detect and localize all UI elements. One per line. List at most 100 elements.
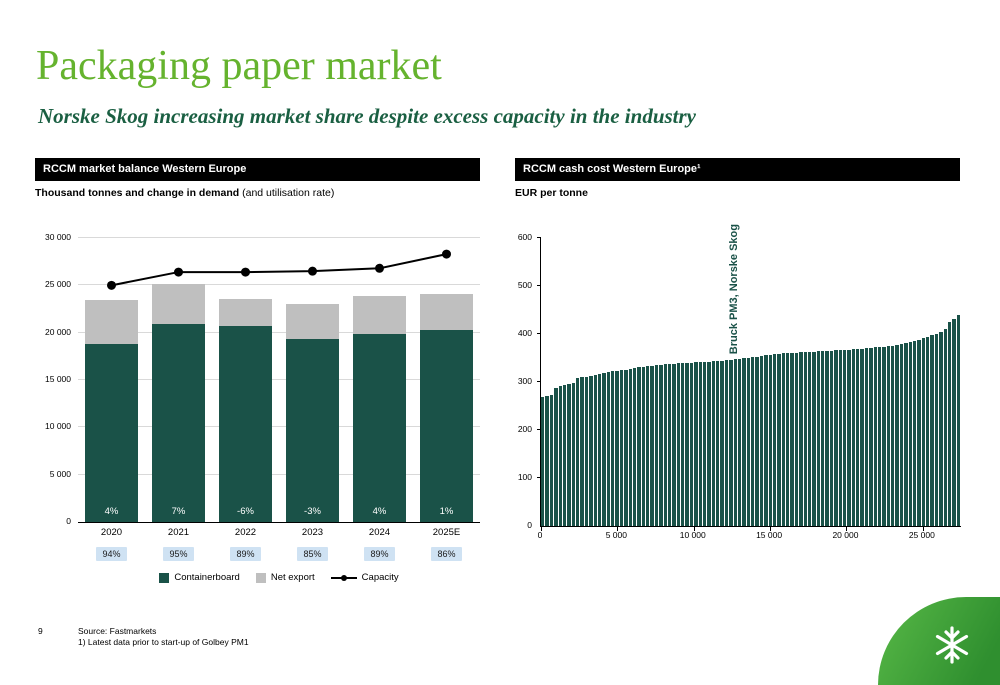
cost-curve-bar bbox=[751, 357, 755, 526]
y-axis-tick-label: 500 bbox=[517, 280, 532, 290]
cash-cost-header: RCCM cash cost Western Europe¹ bbox=[515, 158, 960, 181]
y-axis-tick-label: 600 bbox=[517, 232, 532, 242]
x-axis-tick-label: 15 000 bbox=[756, 530, 783, 540]
cost-curve-bar bbox=[891, 345, 895, 526]
capacity-point bbox=[375, 263, 384, 273]
containerboard-bar bbox=[85, 344, 138, 522]
y-axis-tick-label: 0 bbox=[527, 520, 532, 530]
cost-curve-bar bbox=[589, 376, 593, 526]
legend-containerboard-label: Containerboard bbox=[174, 572, 240, 583]
x-axis-tick bbox=[846, 527, 848, 531]
cost-curve-bar bbox=[624, 369, 628, 526]
cash-cost-plot: Bruck PM3, Norske Skog bbox=[537, 224, 961, 531]
cost-curve-bar bbox=[768, 354, 772, 526]
x-axis-tick bbox=[541, 527, 542, 531]
x-axis-tick bbox=[617, 527, 619, 531]
market-balance-subtitle-bold: Thousand tonnes and change in demand bbox=[35, 187, 240, 199]
cost-curve-bar bbox=[567, 383, 571, 526]
cost-curve-bar bbox=[576, 378, 580, 526]
market-balance-header: RCCM market balance Western Europe bbox=[35, 158, 480, 181]
cost-curve-bar bbox=[908, 341, 912, 526]
y-axis-tick-label: 5 000 bbox=[49, 468, 71, 479]
legend-capacity-label: Capacity bbox=[361, 572, 399, 583]
x-axis-tick-label: 20 000 bbox=[832, 530, 859, 540]
gridline bbox=[78, 237, 480, 238]
cost-curve-bar bbox=[562, 384, 567, 526]
utilisation-cell: 95% bbox=[145, 544, 212, 562]
cost-curve-bar bbox=[663, 364, 667, 526]
capacity-line-icon bbox=[330, 574, 357, 582]
cash-cost-subtitle-label: EUR per tonne bbox=[515, 187, 588, 199]
market-balance-chart: RCCM market balance Western Europe Thous… bbox=[35, 158, 480, 628]
x-axis-year-label: 2024 bbox=[368, 527, 391, 538]
net-export-bar bbox=[219, 298, 272, 327]
cost-curve-bar bbox=[777, 353, 781, 526]
cost-curve-bar bbox=[952, 318, 956, 526]
y-axis-tick bbox=[537, 237, 541, 238]
market-balance-legend: Containerboard Net export Capacity bbox=[78, 572, 480, 583]
net-export-swatch-icon bbox=[255, 572, 266, 583]
source-note: Source: Fastmarkets bbox=[78, 626, 157, 636]
y-axis-tick bbox=[537, 381, 541, 382]
cost-curve-bar bbox=[628, 368, 632, 526]
cost-curve-bar bbox=[860, 348, 864, 526]
utilisation-badge: 85% bbox=[297, 547, 328, 561]
y-axis-tick bbox=[537, 285, 541, 286]
cost-curve-bar bbox=[781, 353, 785, 526]
cost-curve-bar bbox=[934, 334, 939, 526]
gridline bbox=[78, 379, 480, 380]
cost-curve-bar bbox=[571, 382, 575, 526]
cost-curve-bar bbox=[545, 396, 549, 526]
cost-curve-bar bbox=[733, 359, 737, 526]
utilisation-badge: 94% bbox=[96, 547, 127, 561]
capacity-point bbox=[174, 267, 183, 277]
market-balance-subtitle: Thousand tonnes and change in demand (an… bbox=[35, 187, 334, 199]
cost-curve-bar bbox=[698, 362, 702, 526]
cost-curve-bar bbox=[834, 350, 838, 526]
y-axis-tick-label: 20 000 bbox=[45, 326, 71, 337]
footnote: 1) Latest data prior to start-up of Golb… bbox=[78, 637, 249, 647]
cost-curve-bar bbox=[821, 351, 825, 526]
cost-curve-bar bbox=[641, 366, 645, 526]
y-axis-tick-label: 200 bbox=[517, 424, 532, 434]
capacity-dot-icon bbox=[340, 574, 347, 581]
cost-curve-bar bbox=[956, 314, 960, 526]
cost-curve-bar bbox=[764, 355, 768, 526]
cash-cost-x-axis: 0 5 000 10 000 15 000 20 000 25 000 bbox=[538, 530, 960, 544]
utilisation-cell: 89% bbox=[212, 544, 279, 562]
y-axis-tick-label: 15 000 bbox=[45, 374, 71, 384]
x-axis-year-label: 2020 bbox=[100, 527, 123, 538]
utilisation-badge: 95% bbox=[163, 547, 194, 561]
gridline bbox=[78, 426, 480, 428]
y-axis-tick-label: 300 bbox=[517, 376, 532, 386]
cost-curve-bar bbox=[943, 329, 947, 526]
cost-curve-bar bbox=[856, 349, 860, 526]
market-balance-plot: 4% 7% -6% -3% 4% 1% bbox=[78, 237, 480, 523]
cost-curve-bar bbox=[825, 350, 829, 526]
net-export-bar bbox=[420, 293, 473, 330]
cost-curve-bar bbox=[917, 339, 921, 526]
y-axis-tick bbox=[537, 429, 541, 430]
cost-curve-bar bbox=[930, 335, 934, 526]
page-subtitle: Norske Skog increasing market share desp… bbox=[38, 104, 696, 128]
demand-change-label: 7% bbox=[171, 506, 186, 517]
cost-curve-bar bbox=[681, 362, 685, 526]
cost-curve-bar bbox=[558, 386, 562, 526]
net-export-bar bbox=[353, 295, 406, 334]
cost-curve-bar bbox=[637, 367, 641, 526]
y-axis-tick-label: 10 000 bbox=[45, 421, 71, 432]
cost-curve-bar bbox=[895, 344, 899, 526]
cost-curve-bar bbox=[873, 347, 877, 526]
cost-curve-bar bbox=[694, 362, 698, 526]
cost-curve-bar bbox=[755, 356, 759, 526]
cost-curve-bar bbox=[554, 387, 558, 526]
cost-curve-bar bbox=[729, 359, 733, 526]
cost-curve-bar bbox=[716, 361, 720, 526]
y-axis-tick-label: 0 bbox=[66, 516, 71, 526]
cost-curve-bar bbox=[659, 364, 663, 526]
capacity-point bbox=[442, 249, 451, 259]
cost-curve-bar bbox=[737, 359, 742, 526]
utilisation-badge: 89% bbox=[364, 547, 395, 561]
demand-change-label: 4% bbox=[372, 506, 387, 517]
x-axis-year-label: 2021 bbox=[167, 527, 190, 538]
